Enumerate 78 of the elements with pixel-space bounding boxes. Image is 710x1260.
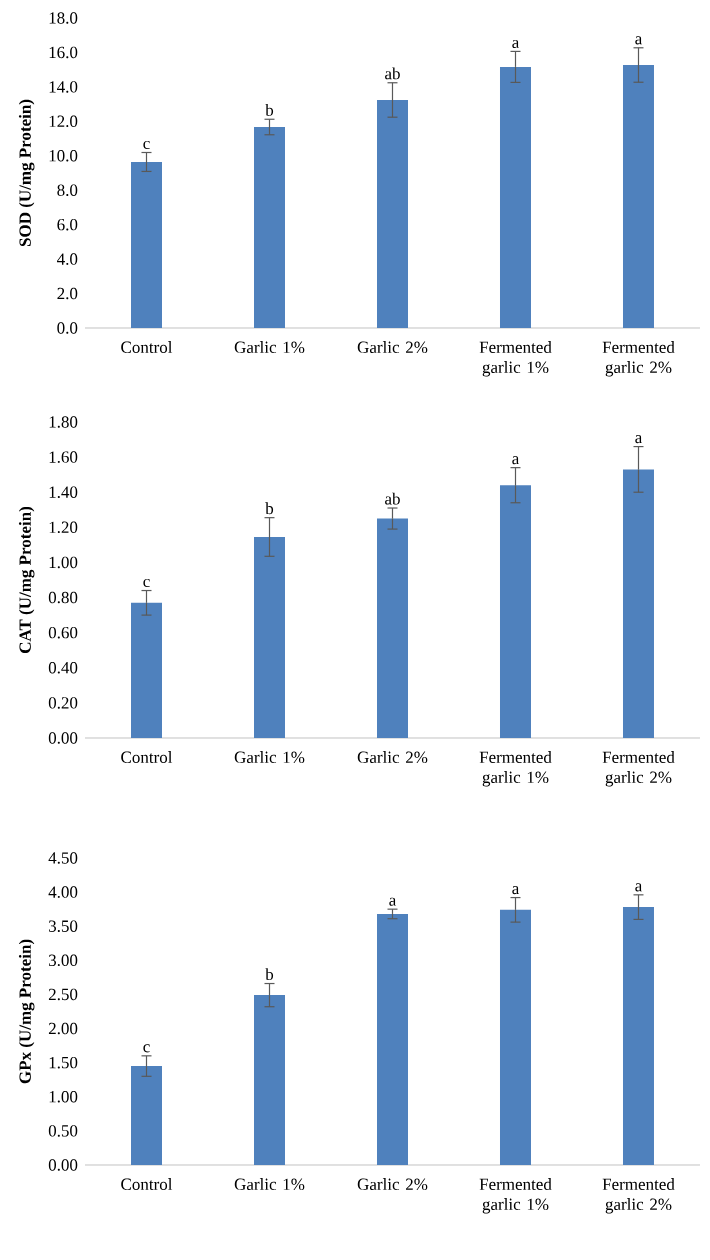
y-tick-label: 0.00 <box>48 732 78 744</box>
y-tick-label: 1.40 <box>49 486 78 498</box>
y-tick-label: 0.20 <box>48 697 78 709</box>
bar <box>254 536 285 738</box>
y-tick-label: 2.0 <box>57 287 78 300</box>
y-tick-label: 0.00 <box>48 1159 78 1171</box>
y-tick-label: 1.00 <box>49 556 78 569</box>
annotation: b <box>265 968 274 981</box>
y-tick-label: 0.0 <box>57 322 78 334</box>
bar <box>622 469 654 738</box>
bar <box>254 127 285 328</box>
annotation: b <box>265 103 274 116</box>
y-tick-label: 1.80 <box>49 416 78 428</box>
bar <box>377 518 408 738</box>
y-tick-label: 3.00 <box>49 954 78 967</box>
annotation: a <box>635 36 643 45</box>
x-tick-label: Control <box>121 341 173 354</box>
annotation: ab <box>385 67 400 80</box>
y-tick-label: 12.0 <box>49 115 78 128</box>
y-tick-label: 1.50 <box>49 1056 78 1069</box>
y-tick-label: 2.00 <box>48 1022 78 1035</box>
bar <box>377 99 408 328</box>
y-tick-label: 0.80 <box>48 591 78 604</box>
annotation: b <box>265 502 274 515</box>
x-tick-label: Garlic 2% <box>357 341 428 354</box>
annotation: a <box>635 435 643 444</box>
y-tick-label: 4.00 <box>48 886 78 898</box>
x-tick-label: Fermented garlic 1% <box>479 341 552 377</box>
y-tick-label: 16.0 <box>49 46 78 59</box>
y-tick-label: 18.0 <box>49 12 78 24</box>
x-tick-label: Garlic 2% <box>357 751 428 764</box>
y-tick-label: 1.00 <box>49 1091 78 1103</box>
y-tick-label: 4.0 <box>57 253 78 265</box>
bar <box>377 913 408 1165</box>
annotation: a <box>512 456 520 465</box>
y-tick-label: 14.0 <box>49 81 78 93</box>
annotation: a <box>635 883 643 892</box>
y-tick-label: 10.0 <box>49 150 78 162</box>
x-tick-label: Fermented garlic 2% <box>602 1178 675 1214</box>
y-tick-label: 0.60 <box>48 626 78 639</box>
annotation: a <box>389 897 397 906</box>
y-axis-title: SOD (U/mg Protein) <box>18 99 35 247</box>
bar <box>131 161 162 328</box>
y-tick-label: 0.50 <box>48 1125 78 1137</box>
y-axis-title: CAT (U/mg Protein) <box>18 506 35 653</box>
annotation: c <box>143 1044 150 1053</box>
y-tick-label: 8.0 <box>57 184 78 196</box>
bar <box>622 65 654 328</box>
y-tick-label: 2.50 <box>48 988 78 1001</box>
bar <box>500 485 531 738</box>
bar <box>131 602 162 738</box>
x-tick-label: Control <box>121 751 173 764</box>
bar <box>500 66 531 328</box>
bar <box>622 907 654 1165</box>
annotation: ab <box>385 492 400 505</box>
x-tick-label: Garlic 2% <box>357 1178 428 1191</box>
y-tick-label: 4.50 <box>48 852 78 864</box>
y-axis-title: GPx (U/mg Protein) <box>18 939 35 1084</box>
x-tick-label: Fermented garlic 1% <box>479 751 552 787</box>
annotation: c <box>143 578 150 588</box>
x-tick-label: Control <box>121 1178 173 1191</box>
y-tick-label: 6.0 <box>57 218 78 231</box>
y-tick-label: 3.50 <box>49 920 78 932</box>
x-tick-label: Garlic 1% <box>234 751 305 764</box>
annotation: c <box>143 140 150 150</box>
bar <box>500 909 531 1165</box>
annotation: a <box>512 39 520 48</box>
annotation: a <box>512 886 520 895</box>
x-tick-label: Fermented garlic 2% <box>602 751 675 787</box>
x-tick-label: Fermented garlic 1% <box>479 1178 552 1214</box>
x-tick-label: Fermented garlic 2% <box>602 341 675 377</box>
y-tick-label: 1.20 <box>49 521 78 534</box>
x-tick-label: Garlic 1% <box>234 341 305 354</box>
x-tick-label: Garlic 1% <box>234 1178 305 1191</box>
y-tick-label: 0.40 <box>48 662 78 674</box>
bar <box>254 995 285 1165</box>
y-tick-label: 1.60 <box>49 451 78 463</box>
bar <box>131 1066 162 1165</box>
